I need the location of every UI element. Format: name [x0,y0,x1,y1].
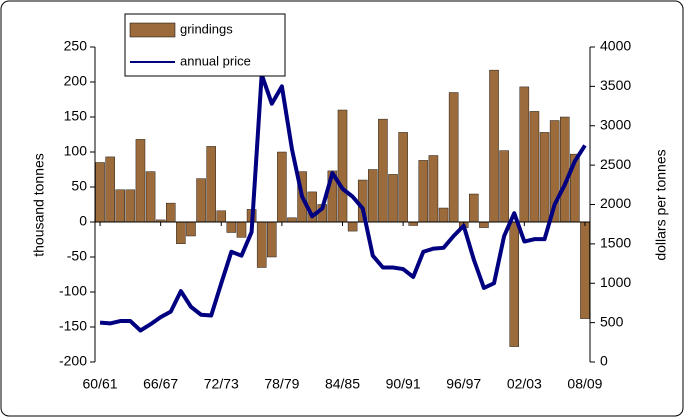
y-tick-label: -100 [59,283,87,299]
legend-label: grindings [180,21,233,36]
y2-tick-label: 2500 [600,156,631,172]
bar [408,221,418,226]
bar [479,221,489,228]
y-tick-label: 200 [64,73,88,89]
x-tick-label: 02/03 [507,376,542,392]
bar [287,217,297,223]
y2-axis-label: dollars per tonnes [653,149,669,260]
bar [145,171,156,223]
bar [216,210,227,223]
x-tick-label: 96/97 [446,376,481,392]
y-tick-label: 150 [64,108,88,124]
bar [206,146,216,223]
y2-tick-label: 2000 [600,195,631,211]
bar [428,155,439,223]
x-tick-label: 72/73 [204,376,239,392]
y2-tick-label: 3000 [600,116,631,132]
bar [499,150,509,223]
bar [226,221,237,233]
bar [368,169,378,223]
bar [125,189,136,223]
bar [519,86,530,223]
legend-label: annual price [180,53,251,68]
y-axis-label: thousand tonnes [31,153,47,257]
bar [418,160,429,223]
y-tick-label: -150 [59,318,87,334]
bar [256,221,267,268]
y2-tick-label: 0 [600,353,608,369]
x-tick-label: 08/09 [567,376,602,392]
y-tick-label: -50 [67,248,87,264]
bar [469,193,479,223]
bar [347,221,358,232]
bar [277,151,287,223]
x-tick-label: 78/79 [264,376,299,392]
y-tick-label: -200 [59,353,87,369]
bar [438,207,449,223]
bar [135,139,146,223]
bar [398,132,408,223]
bar [388,174,398,223]
y2-tick-label: 500 [600,313,624,329]
bar [580,221,590,319]
y-tick-label: 100 [64,143,88,159]
bar [176,221,186,244]
x-tick-label: 90/91 [386,376,421,392]
bar [115,189,126,223]
bar [378,118,388,223]
y2-tick-label: 1500 [600,235,631,251]
bar [166,202,176,223]
bar [337,109,348,223]
bar [267,221,277,258]
bar [105,156,115,223]
y2-tick-label: 3500 [600,77,631,93]
bar [448,92,459,223]
x-tick-label: 84/85 [325,376,360,392]
y-tick-label: 50 [71,178,87,194]
bar [489,69,499,223]
bar [559,116,570,223]
bar [539,132,550,223]
bar [95,162,105,223]
bar [196,178,206,223]
bar [186,221,196,237]
y-tick-label: 250 [64,38,88,54]
bar [236,221,247,238]
legend-swatch [129,22,176,38]
price-line [99,72,587,333]
y2-tick-label: 4000 [600,38,631,54]
bar [509,221,519,347]
y2-tick-label: 1000 [600,274,631,290]
y-tick-label: 0 [79,213,87,229]
x-tick-label: 66/67 [143,376,178,392]
x-tick-label: 60/61 [83,376,118,392]
bar [529,111,540,223]
